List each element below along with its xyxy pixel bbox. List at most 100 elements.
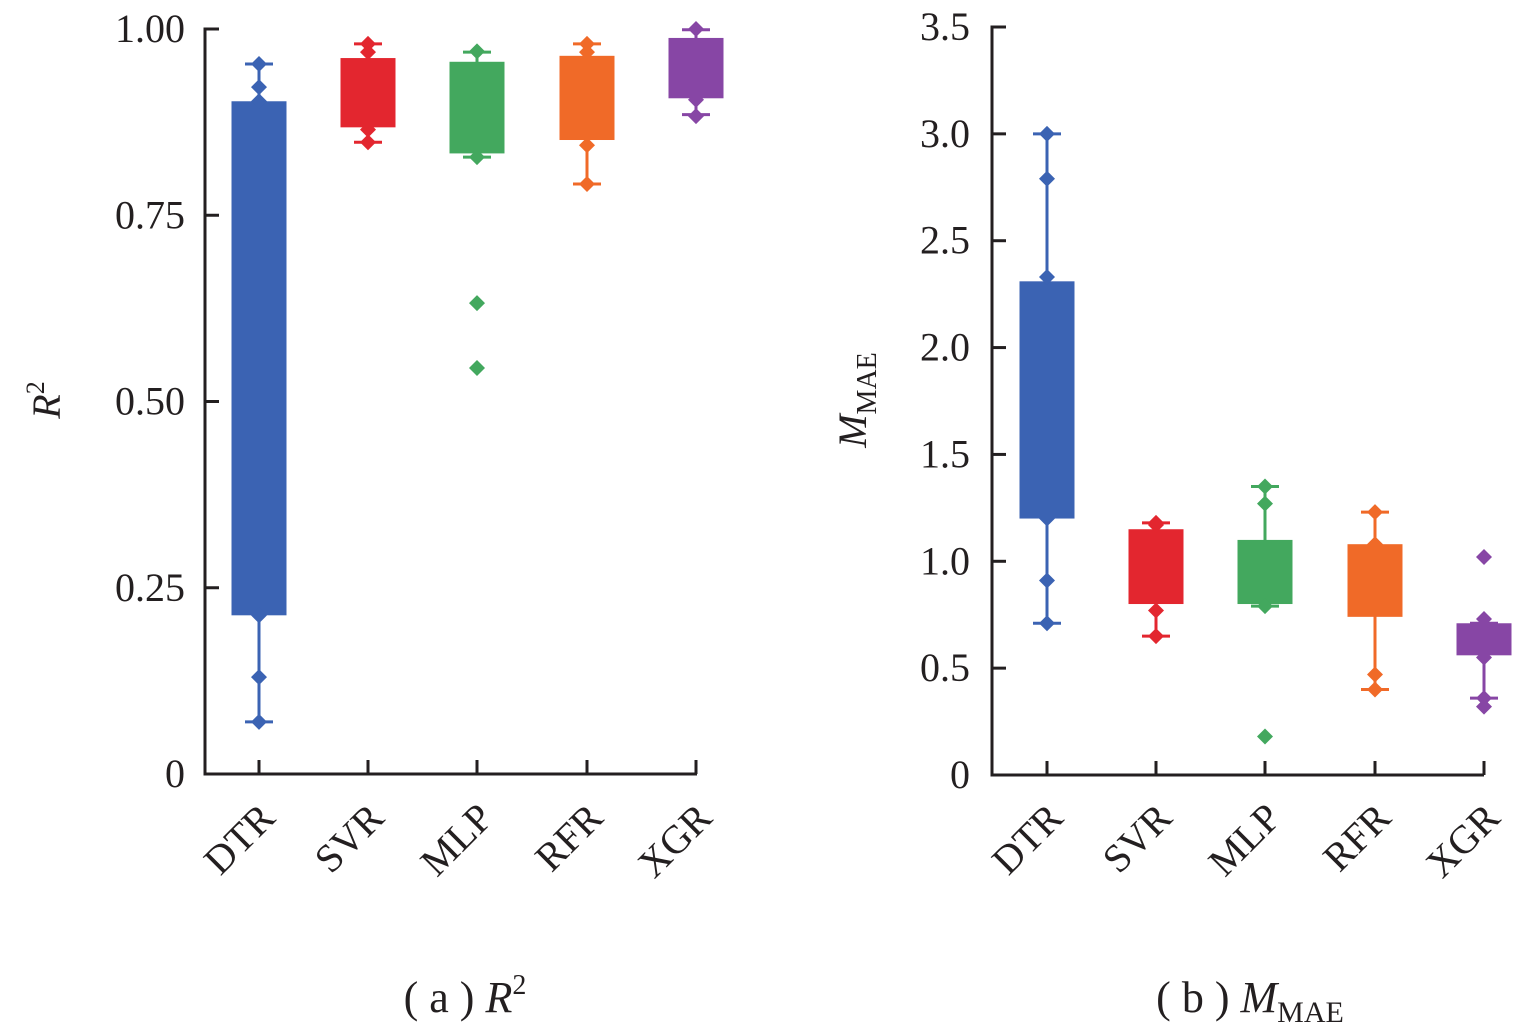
- x-tick-label: XGR: [629, 794, 721, 886]
- box-xgr: [1456, 549, 1512, 715]
- y-tick-label: 1.0: [920, 538, 970, 583]
- data-point: [469, 149, 485, 166]
- data-point: [1039, 125, 1055, 142]
- data-point: [360, 35, 376, 52]
- caption-main: R: [484, 973, 512, 1022]
- data-point: [251, 669, 267, 686]
- data-point: [251, 56, 267, 73]
- y-tick-label: 0.75: [115, 192, 185, 237]
- box-xgr: [668, 21, 724, 125]
- data-point: [360, 134, 376, 151]
- data-point: [469, 359, 485, 376]
- data-point: [579, 175, 595, 192]
- iqr-box: [231, 101, 287, 616]
- data-point: [360, 44, 376, 61]
- y-tick-label: 1.00: [115, 6, 185, 51]
- data-point: [1148, 516, 1164, 533]
- data-point: [1257, 728, 1273, 745]
- x-tick-label: DTR: [195, 794, 284, 883]
- data-point: [688, 108, 704, 125]
- y-tick-label: 3.5: [920, 4, 970, 49]
- data-point: [1148, 602, 1164, 619]
- data-point: [579, 137, 595, 154]
- data-point: [1367, 536, 1383, 553]
- y-tick-label: 2.0: [920, 325, 970, 370]
- data-point: [1039, 510, 1055, 527]
- iqr-box: [340, 58, 396, 128]
- box-dtr: [231, 56, 287, 730]
- y-tick-label: 0.5: [920, 645, 970, 690]
- caption-sub: MAE: [1277, 996, 1344, 1029]
- box-mlp: [449, 43, 505, 376]
- data-point: [1257, 478, 1273, 495]
- data-point: [469, 295, 485, 312]
- data-point: [1257, 598, 1273, 615]
- y-axis-title-sub: MAE: [852, 352, 883, 414]
- data-point: [360, 121, 376, 138]
- data-point: [579, 35, 595, 52]
- data-point: [1039, 615, 1055, 632]
- box-svr: [340, 35, 396, 151]
- data-point: [1476, 690, 1492, 707]
- iqr-box: [1019, 281, 1075, 519]
- caption-prefix: ( b ): [1156, 973, 1240, 1022]
- data-point: [1367, 666, 1383, 683]
- data-point: [1039, 269, 1055, 286]
- data-point: [251, 79, 267, 96]
- iqr-box: [1128, 529, 1184, 605]
- data-point: [1476, 698, 1492, 715]
- iqr-box: [668, 37, 724, 99]
- iqr-box: [559, 55, 615, 141]
- y-tick-label: 0: [950, 752, 970, 797]
- data-point: [1476, 549, 1492, 566]
- y-tick-label: 0.50: [115, 379, 185, 424]
- x-tick-label: SVR: [1094, 794, 1181, 881]
- data-point: [688, 21, 704, 37]
- iqr-box: [1347, 544, 1403, 617]
- x-tick-label: DTR: [983, 794, 1072, 883]
- box-mlp: [1237, 478, 1293, 745]
- x-tick-label: RFR: [1314, 794, 1400, 880]
- caption-main: M: [1239, 973, 1279, 1022]
- y-axis-title-main: R: [24, 394, 69, 419]
- data-point: [251, 713, 267, 730]
- data-point: [1367, 504, 1383, 521]
- y-axis-title: MMAE: [830, 352, 883, 449]
- data-point: [251, 607, 267, 624]
- data-point: [1257, 495, 1273, 512]
- y-tick-label: 2.5: [920, 218, 970, 263]
- data-point: [1476, 649, 1492, 666]
- iqr-box: [449, 61, 505, 154]
- y-tick-label: 0.25: [115, 565, 185, 610]
- caption-sup: 2: [512, 970, 526, 1001]
- y-axis-title-main: M: [830, 412, 875, 449]
- y-tick-label: 1.5: [920, 431, 970, 476]
- caption-prefix: ( a ): [404, 973, 486, 1022]
- iqr-box: [1237, 539, 1293, 605]
- x-tick-label: MLP: [411, 795, 501, 885]
- data-point: [469, 43, 485, 60]
- data-point: [688, 91, 704, 108]
- y-axis-title: R2: [21, 381, 69, 419]
- data-point: [1148, 628, 1164, 645]
- x-tick-label: RFR: [526, 794, 612, 880]
- data-point: [1039, 170, 1055, 187]
- y-axis-title-sup: 2: [21, 381, 50, 394]
- box-svr: [1128, 514, 1184, 645]
- x-tick-label: SVR: [306, 794, 393, 881]
- data-point: [251, 93, 267, 110]
- data-point: [1476, 610, 1492, 627]
- y-tick-label: 3.0: [920, 111, 970, 156]
- x-tick-label: XGR: [1417, 794, 1509, 886]
- data-point: [579, 44, 595, 61]
- box-rfr: [559, 35, 615, 192]
- x-tick-label: MLP: [1199, 795, 1289, 885]
- box-dtr: [1019, 125, 1075, 632]
- panel-caption: ( b ) MMAE: [1156, 973, 1344, 1029]
- panel-caption: ( a ) R2: [404, 970, 527, 1022]
- box-rfr: [1347, 504, 1403, 698]
- y-tick-label: 0: [165, 751, 185, 796]
